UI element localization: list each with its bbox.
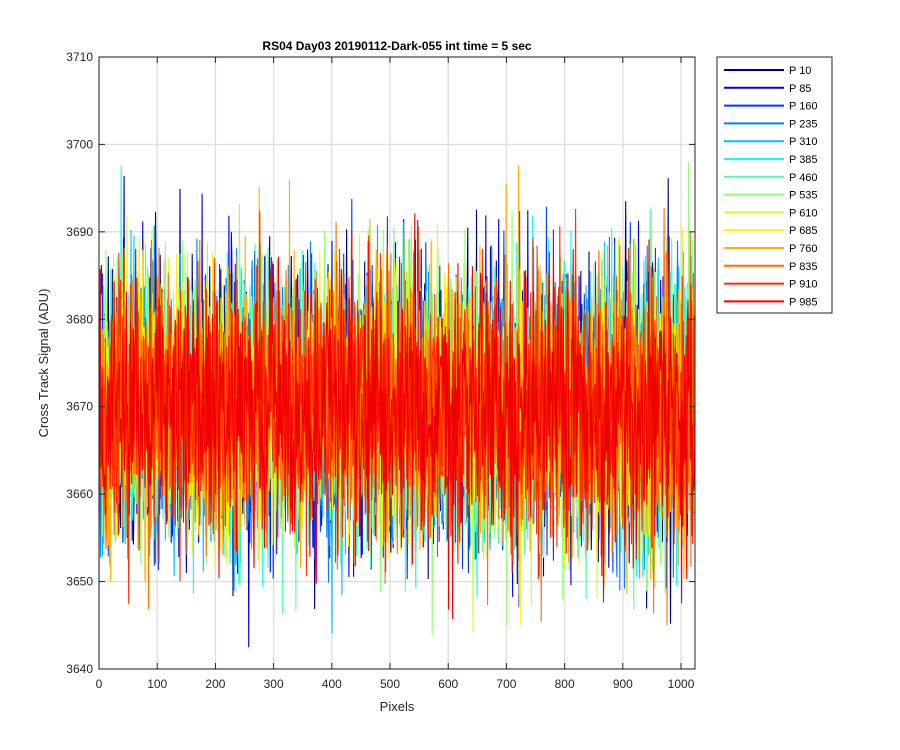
series-line-p985: [98, 213, 696, 620]
x-tick-label: 500: [380, 677, 400, 691]
legend-entry-label: P 460: [789, 172, 818, 184]
legend-entry-label: P 835: [789, 261, 818, 273]
y-tick-label: 3640: [66, 662, 93, 676]
axes-box: [98, 56, 696, 670]
y-tick-label: 3710: [66, 50, 93, 64]
x-tick-label: 900: [613, 677, 633, 691]
y-tick-label: 3690: [66, 225, 93, 239]
plot-area: 0 100 200 300 400 500 600 700 800 900 1000 3640 3650…: [66, 50, 696, 691]
x-tick-label: 0: [96, 677, 103, 691]
legend-entry-label: P 760: [789, 243, 818, 255]
legend-entry-label: P 385: [789, 154, 818, 166]
legend-entry-label: P 85: [789, 83, 811, 95]
legend-entry-label: P 910: [789, 279, 818, 291]
x-tick-label: 200: [205, 677, 225, 691]
series-lines: [98, 162, 696, 648]
x-tick-label: 600: [438, 677, 458, 691]
x-tick-label: 400: [322, 677, 342, 691]
legend-entry-label: P 535: [789, 190, 818, 202]
legend-entry-label: P 610: [789, 207, 818, 219]
y-tick-label: 3670: [66, 400, 93, 414]
chart-title: RS04 Day03 20190112-Dark-055 int time = …: [262, 39, 532, 53]
axis-ticks: 0 100 200 300 400 500 600 700 800 900 1000 3640 3650…: [66, 50, 695, 691]
legend-box: [716, 56, 833, 314]
x-axis-label: Pixels: [380, 699, 415, 714]
y-tick-label: 3650: [66, 575, 93, 589]
legend-entry-label: P 160: [789, 101, 818, 113]
legend: P 10 P 85 P 160 P 235 P 310 P 385 P 460 P 535 P …: [716, 56, 833, 314]
y-tick-label: 3700: [66, 137, 93, 151]
legend-entry-label: P 685: [789, 225, 818, 237]
x-tick-label: 300: [264, 677, 284, 691]
legend-entry-label: P 310: [789, 136, 818, 148]
x-tick-label: 1000: [668, 677, 695, 691]
x-tick-label: 800: [555, 677, 575, 691]
y-tick-label: 3680: [66, 312, 93, 326]
legend-entry-label: P 985: [789, 296, 818, 308]
legend-entry-label: P 10: [789, 65, 811, 77]
y-axis-label: Cross Track Signal (ADU): [36, 289, 51, 438]
legend-entry-label: P 235: [789, 118, 818, 130]
y-tick-label: 3660: [66, 487, 93, 501]
x-tick-label: 100: [147, 677, 167, 691]
x-tick-label: 700: [496, 677, 516, 691]
